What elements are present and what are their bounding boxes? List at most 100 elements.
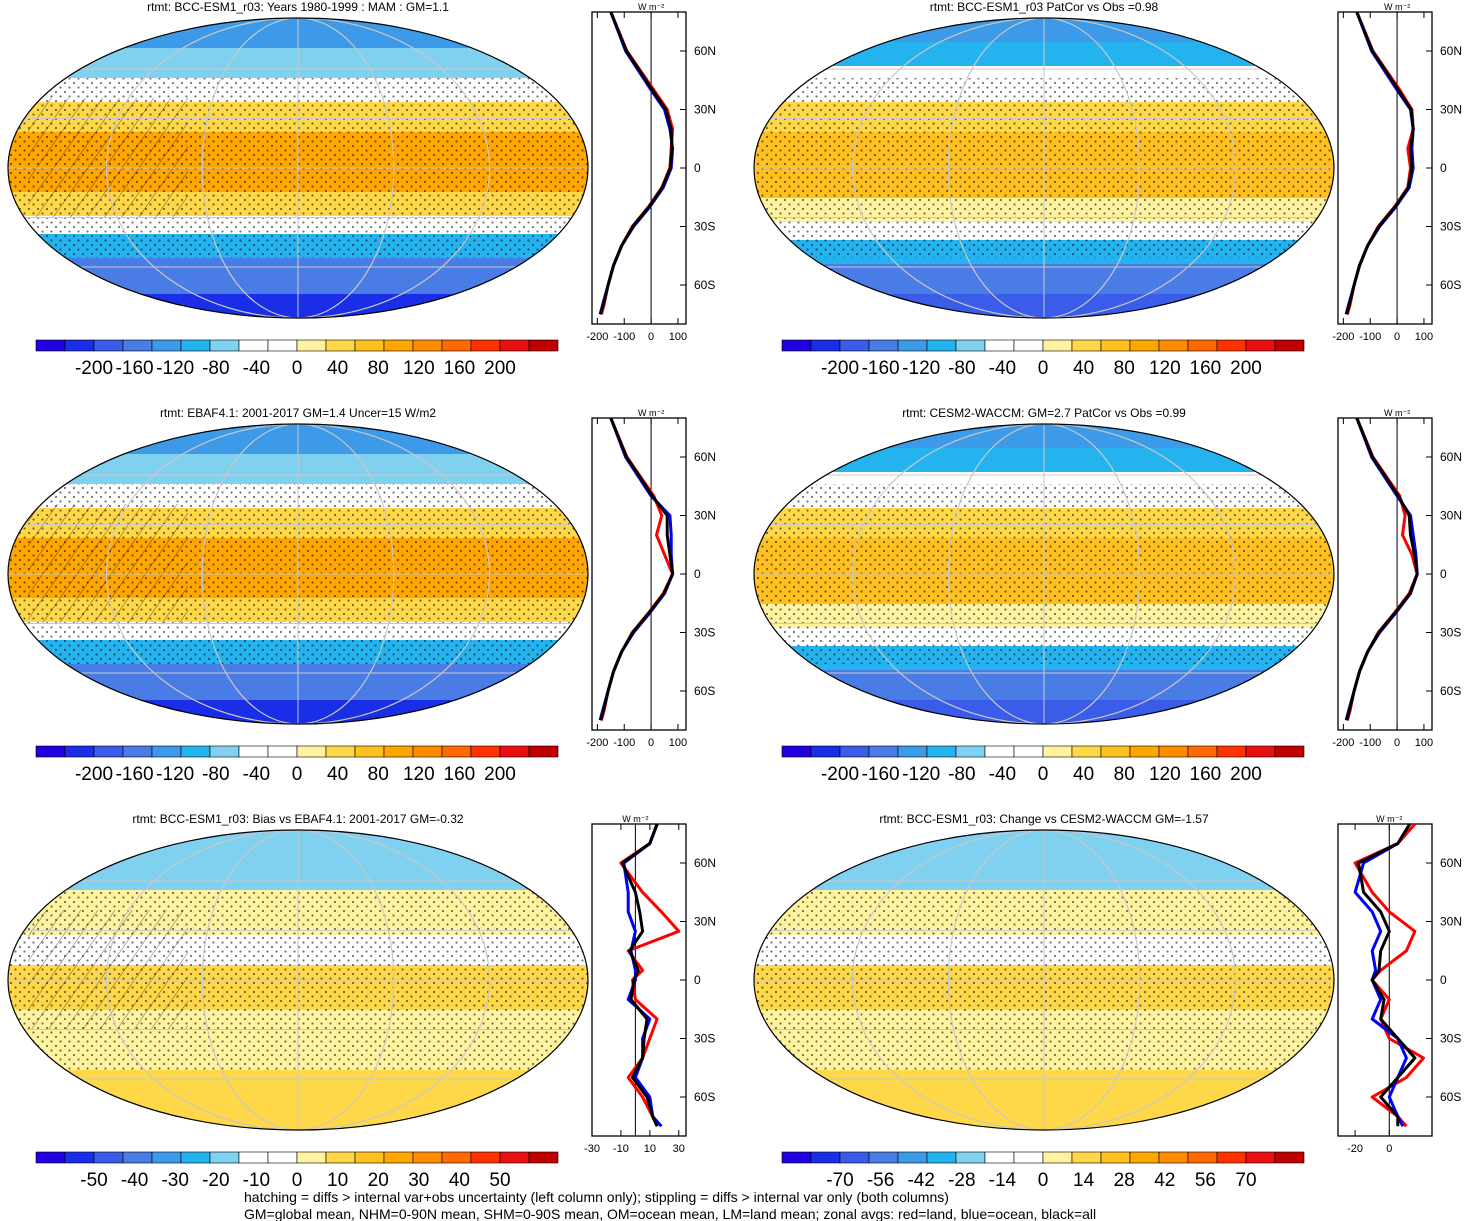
colorbar-swatch [1158,745,1189,758]
colorbar-label: -20 [202,1170,229,1191]
colorbar-label: 120 [1149,764,1181,785]
footer-line-2: GM=global mean, NHM=0-90N mean, SHM=0-90… [244,1206,1096,1221]
zonal-unit: W m⁻² [1384,408,1410,418]
colorbar-swatch [1216,339,1247,352]
zonal-series-blue [1344,417,1419,721]
colorbar-label: -50 [80,1170,107,1191]
colorbar-swatch [1100,339,1131,352]
zonal-series-black [599,11,674,315]
panel-6: rtmt: BCC-ESM1_r03: Change vs CESM2-WACC… [753,812,1462,1191]
colorbar-label: 40 [327,358,348,379]
zonal-x-label: -100 [1359,737,1381,749]
zonal-lat-label: 30N [694,509,716,523]
colorbar-swatch [1245,339,1276,352]
colorbar-swatch [151,745,182,758]
zonal-series-blue [598,11,675,315]
colorbar-swatch [499,745,530,758]
zonal-x-label: -10 [613,1143,629,1155]
map-field [754,424,1334,724]
colorbar-swatch [1274,745,1305,758]
colorbar-swatch [839,745,870,758]
map-field [8,18,588,318]
colorbar-label: 40 [1073,764,1094,785]
colorbar-swatch [93,745,124,758]
colorbar-swatch [122,1151,153,1164]
zonal-series-black [1357,823,1417,1127]
colorbar-swatch [180,745,211,758]
colorbar-label: 56 [1195,1170,1216,1191]
colorbar-swatch [325,339,356,352]
zonal-x-label: 100 [669,737,687,749]
colorbar-swatch [984,339,1015,352]
zonal-x-label: 100 [669,331,687,343]
zonal-x-label: 30 [673,1143,685,1155]
colorbar-swatch [1071,745,1102,758]
colorbar-swatch [35,745,66,758]
zonal-lat-label: 30N [694,103,716,117]
colorbar-swatch [1158,1151,1189,1164]
zonal-lat-label: 60S [1440,278,1461,292]
colorbar-swatch [238,1151,269,1164]
zonal-lat-label: 30S [694,220,715,234]
zonal-lat-label: 30S [694,1032,715,1046]
colorbar-swatch [955,1151,986,1164]
zonal-lat-label: 30S [1440,1032,1461,1046]
colorbar-label: -40 [121,1170,148,1191]
colorbar-swatch [955,745,986,758]
colorbar-swatch [781,339,812,352]
colorbar-label: -120 [156,358,194,379]
colorbar-swatch [1274,1151,1305,1164]
zonal-lat-label: 30N [694,915,716,929]
zonal-lat-label: 30S [1440,626,1461,640]
panel-1: rtmt: BCC-ESM1_r03: Years 1980-1999 : MA… [7,0,716,379]
map-field [754,830,1334,1130]
panels-layer: rtmt: BCC-ESM1_r03: Years 1980-1999 : MA… [7,0,1462,1191]
colorbar-swatch [354,339,385,352]
colorbar-swatch [955,339,986,352]
colorbar-swatch [810,1151,841,1164]
zonal-x-label: 0 [1386,1143,1392,1155]
zonal-unit: W m⁻² [622,814,648,824]
zonal-x-label: 10 [644,1143,656,1155]
colorbar-label: 42 [1154,1170,1175,1191]
colorbar-swatch [64,1151,95,1164]
panel-2: rtmt: BCC-ESM1_r03 PatCor vs Obs =0.98 -2… [753,0,1462,379]
colorbar-label: -80 [948,358,975,379]
colorbar-swatch [1100,745,1131,758]
colorbar-swatch [151,339,182,352]
colorbar-label: -40 [989,358,1016,379]
zonal-lat-label: 60N [694,44,716,58]
colorbar-label: 80 [368,764,389,785]
colorbar-label: -80 [202,764,229,785]
colorbar-swatch [1013,339,1044,352]
colorbar-label: -200 [75,358,113,379]
colorbar-swatch [93,1151,124,1164]
colorbar-swatch [209,745,240,758]
zonal-lat-label: 30N [1440,915,1462,929]
colorbar-swatch [325,745,356,758]
zonal-series-blue [1344,11,1415,315]
colorbar-swatch [383,1151,414,1164]
zonal-lat-label: 0 [694,161,701,175]
colorbar-label: -28 [948,1170,975,1191]
zonal-lat-label: 30S [694,626,715,640]
zonal-series-black [1345,417,1419,721]
colorbar-swatch [781,1151,812,1164]
colorbar-swatch [1187,1151,1218,1164]
colorbar-label: -30 [161,1170,188,1191]
colorbar-label: 200 [484,358,516,379]
panel-title: rtmt: BCC-ESM1_r03 PatCor vs Obs =0.98 [930,0,1159,14]
colorbar-swatch [1274,339,1305,352]
colorbar-swatch [1013,745,1044,758]
colorbar-swatch [64,339,95,352]
colorbar-label: 14 [1073,1170,1095,1191]
colorbar-swatch [93,339,124,352]
colorbar-label: -40 [989,764,1016,785]
colorbar-swatch [296,745,327,758]
colorbar-swatch [1216,745,1247,758]
colorbar-label: 80 [1114,358,1135,379]
panel-3: rtmt: EBAF4.1: 2001-2017 GM=1.4 Uncer=15… [7,406,716,785]
colorbar-swatch [897,745,928,758]
colorbar-swatch [528,339,559,352]
colorbar-swatch [1158,339,1189,352]
